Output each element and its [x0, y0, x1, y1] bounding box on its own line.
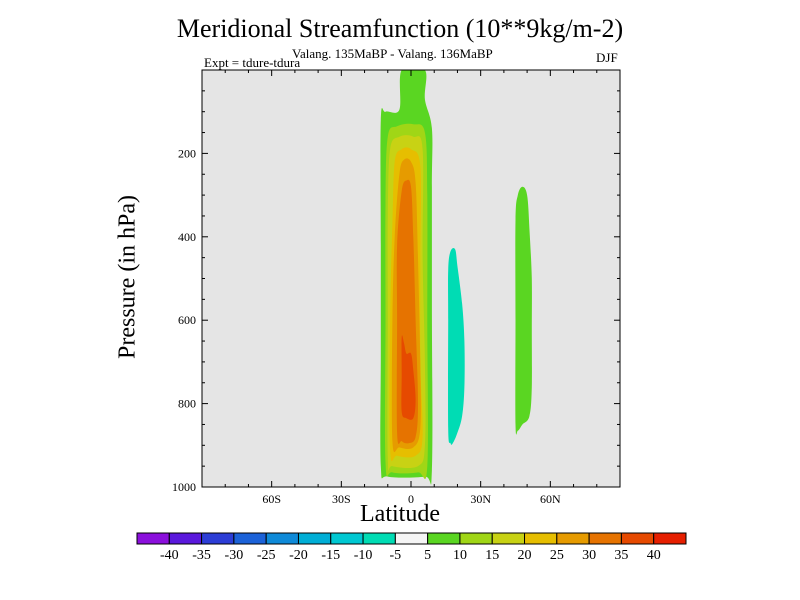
y-tick-label: 1000 [172, 480, 196, 494]
colorbar-label: -30 [225, 548, 244, 563]
colorbar-box [362, 532, 396, 545]
colorbar-box [265, 532, 299, 545]
chart-subtitle: Valang. 135MaBP - Valang. 136MaBP [292, 46, 493, 61]
colorbar-label: -35 [192, 548, 211, 563]
colorbar-label: -20 [289, 548, 308, 563]
y-tick-label: 800 [178, 397, 196, 411]
experiment-label: Expt = tdure-tdura [204, 55, 301, 70]
colorbar-label: -40 [160, 548, 179, 563]
contour-region-7 [448, 247, 465, 445]
colorbar-box [524, 532, 558, 545]
x-tick-label: 0 [408, 492, 414, 506]
colorbar-box [136, 532, 170, 545]
y-tick-label: 200 [178, 146, 196, 160]
colorbar-box [620, 532, 655, 545]
y-tick-label: 400 [178, 230, 196, 244]
x-tick-label: 30N [470, 492, 491, 506]
colorbar-label: -5 [390, 548, 402, 563]
season-label: DJF [596, 50, 618, 65]
colorbar-label: 5 [424, 548, 431, 563]
colorbar-label: 30 [582, 548, 596, 563]
colorbar-label: 15 [485, 548, 499, 563]
colorbar-label: 40 [647, 548, 661, 563]
plot-area: 200 400 600 800 1000 60S 30S 0 30N 60N [172, 69, 621, 506]
colorbar-box [394, 532, 429, 545]
contour-region-6 [401, 335, 416, 420]
chart-title: Meridional Streamfunction (10**9kg/m-2) [176, 14, 624, 43]
x-tick-label: 30S [332, 492, 351, 506]
colorbar: -40 -35 -30 -25 -20 -15 -10 -5 5 10 15 20 25 30 35 40 [136, 532, 687, 563]
x-axis-label: Latitude [360, 501, 440, 527]
colorbar-box [201, 532, 235, 545]
colorbar-box [233, 532, 267, 545]
x-tick-label: 60N [540, 492, 561, 506]
colorbar-box [653, 532, 687, 545]
colorbar-label: 25 [550, 548, 564, 563]
colorbar-box [588, 532, 622, 545]
colorbar-label: 20 [518, 548, 532, 563]
x-tick-label: 60S [262, 492, 281, 506]
colorbar-box [297, 532, 332, 545]
contour-region-8 [515, 186, 532, 435]
colorbar-box [556, 532, 590, 545]
colorbar-box [330, 532, 364, 545]
y-tick-label: 600 [178, 313, 196, 327]
colorbar-box [459, 532, 493, 545]
colorbar-label: 10 [453, 548, 467, 563]
colorbar-label: -25 [257, 548, 276, 563]
colorbar-box [427, 532, 461, 545]
colorbar-label: 35 [614, 548, 628, 563]
colorbar-box [168, 532, 203, 545]
colorbar-label: -10 [354, 548, 373, 563]
colorbar-box [491, 532, 526, 545]
colorbar-label: -15 [321, 548, 340, 563]
